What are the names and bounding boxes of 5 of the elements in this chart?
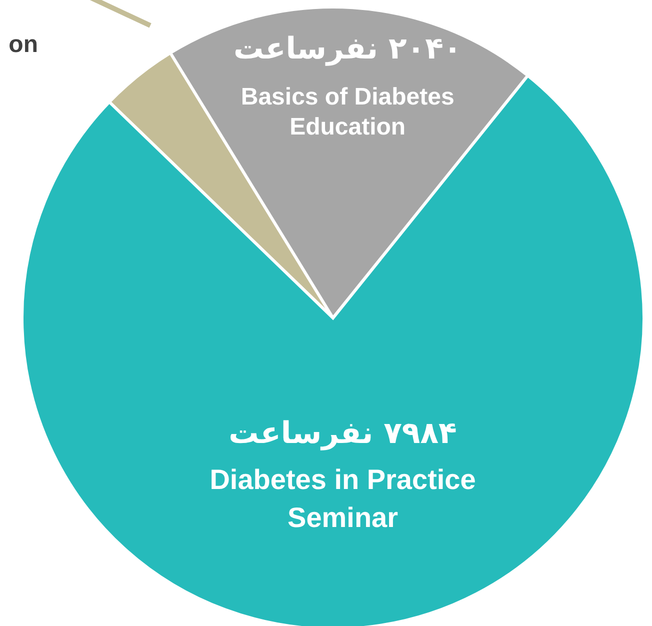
data-label: ۷۹۸۴ نفرساعت [228,416,457,452]
data-label: ۲۰۴۰ نفرساعت [233,31,462,66]
slice-label: Diabetes in Practice Seminar [210,464,476,534]
slice-label: Basics of Diabetes Education [240,83,454,140]
slice-label: on [8,31,38,58]
